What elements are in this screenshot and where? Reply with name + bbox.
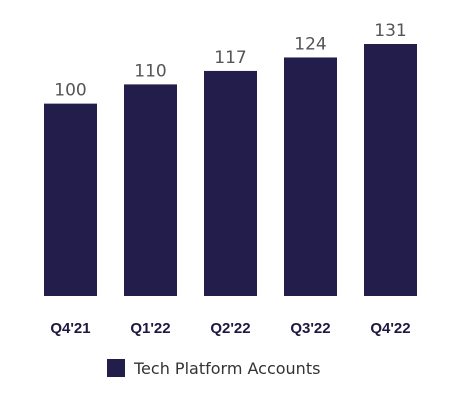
legend-swatch xyxy=(107,359,125,377)
category-label-2: Q2'22 xyxy=(210,320,250,337)
bars-group xyxy=(44,44,417,297)
category-label-0: Q4'21 xyxy=(50,320,90,337)
bar-0 xyxy=(44,103,97,296)
bar-2 xyxy=(204,70,257,296)
value-labels-group: 100 110 117 124 131 xyxy=(54,21,406,101)
value-label-1: 110 xyxy=(134,61,166,81)
bar-1 xyxy=(124,84,177,297)
value-label-4: 131 xyxy=(374,21,406,41)
legend-label: Tech Platform Accounts xyxy=(133,359,320,378)
value-label-3: 124 xyxy=(294,34,326,54)
category-labels-group: Q4'21 Q1'22 Q2'22 Q3'22 Q4'22 xyxy=(50,320,410,337)
bar-4 xyxy=(364,44,417,296)
value-label-0: 100 xyxy=(54,81,86,101)
bar-3 xyxy=(284,57,337,296)
value-label-2: 117 xyxy=(214,48,246,68)
category-label-4: Q4'22 xyxy=(370,320,410,337)
legend: Tech Platform Accounts xyxy=(107,359,320,378)
category-label-1: Q1'22 xyxy=(130,320,170,337)
category-label-3: Q3'22 xyxy=(290,320,330,337)
